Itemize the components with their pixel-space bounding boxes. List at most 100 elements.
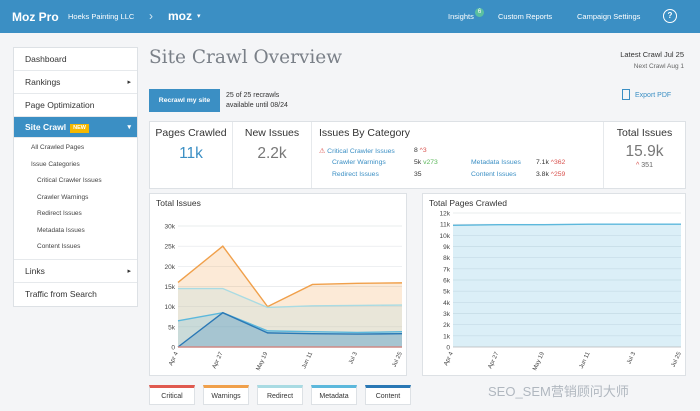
arrow-up-icon: ^: [636, 162, 640, 169]
nav-campaign-settings[interactable]: Campaign Settings: [577, 12, 641, 21]
sidebar-item-traffic-from-search[interactable]: Traffic from Search: [14, 283, 137, 306]
subitem-crawler-warnings[interactable]: Crawler Warnings: [37, 193, 89, 201]
subitem-redirect-issues[interactable]: Redirect Issues: [37, 210, 82, 217]
category-name: Crawler Warnings: [332, 159, 386, 166]
category-name: Metadata Issues: [471, 159, 521, 166]
sidebar-item-site-crawl[interactable]: Site Crawl NEW ▾: [14, 117, 137, 138]
x-tick-label: Apr 27: [487, 351, 500, 370]
sidebar-item-label: Dashboard: [25, 54, 67, 64]
campaign-selector[interactable]: moz: [168, 9, 192, 23]
subitem-all-crawled-pages[interactable]: All Crawled Pages: [31, 144, 85, 151]
recrawl-count: 25 of 25 recrawls: [226, 92, 280, 99]
subitem-content-issues[interactable]: Content Issues: [37, 243, 81, 250]
category-metadata[interactable]: Metadata Issues: [471, 159, 521, 166]
series-area: [178, 246, 402, 347]
help-icon[interactable]: ?: [663, 9, 677, 23]
category-change: 259: [553, 171, 566, 178]
category-metadata-value: 7.1k ^362: [536, 159, 565, 166]
series-line: [177, 311, 403, 348]
y-tick-label: 11k: [440, 222, 451, 229]
y-tick-label: 8k: [443, 255, 451, 262]
chart-total-issues: Total Issues 0 5k 10k 15k 20k 25k 30k Apr 4 Apr …: [149, 193, 407, 376]
category-change: 3: [422, 147, 427, 154]
legend-label: Content: [375, 393, 401, 400]
sidebar-item-rankings[interactable]: Rankings ▸: [14, 71, 137, 94]
chevron-down-icon: ▾: [127, 124, 131, 131]
x-tick-label: Apr 4: [443, 351, 455, 367]
recrawl-until: available until 08/24: [226, 102, 288, 109]
y-tick-label: 3k: [443, 311, 451, 318]
y-tick-label: 25k: [165, 244, 176, 251]
nav-insights[interactable]: Insights: [448, 12, 474, 21]
chevron-down-icon[interactable]: ▾: [197, 13, 201, 20]
arrow-up-icon: ^: [419, 147, 423, 154]
legend-label: Warnings: [211, 393, 241, 400]
category-heading: Issues By Category: [319, 127, 411, 139]
y-tick-label: 6k: [443, 278, 451, 285]
moz-pro-logo[interactable]: Moz Pro: [12, 10, 59, 24]
sidebar-item-page-optimization[interactable]: Page Optimization: [14, 94, 137, 117]
x-tick-label: Jul 25: [671, 351, 683, 369]
category-value: 5k: [414, 159, 422, 166]
series-area: [178, 312, 402, 347]
stat-pages-crawled[interactable]: Pages Crawled 11k: [150, 122, 233, 188]
stat-new-issues[interactable]: New Issues 2.2k: [233, 122, 312, 188]
stat-value: 2.2k: [257, 145, 287, 162]
next-crawl-date: Next Crawl Aug 1: [633, 63, 684, 70]
subitem-issue-categories[interactable]: Issue Categories: [31, 160, 80, 168]
sidebar: Dashboard Rankings ▸ Page Optimization Si…: [13, 47, 138, 307]
stat-label: Total Issues: [616, 127, 673, 139]
legend-critical[interactable]: Critical: [149, 385, 195, 405]
new-badge: NEW: [70, 124, 89, 133]
legend-label: Critical: [161, 393, 183, 400]
y-tick-label: 15k: [165, 284, 176, 291]
stat-value: 11k: [179, 145, 203, 162]
subitem-critical-crawler-issues[interactable]: Critical Crawler Issues: [37, 177, 102, 184]
stat-total-issues[interactable]: Total Issues 15.9k ^ 351: [604, 122, 685, 188]
x-tick-label: Apr 27: [212, 351, 225, 370]
legend-metadata[interactable]: Metadata: [311, 385, 357, 405]
legend-content[interactable]: Content: [365, 385, 411, 405]
series-area: [178, 312, 402, 347]
category-content[interactable]: Content Issues: [471, 171, 516, 178]
site-crawl-submenu: All Crawled Pages Issue Categories Criti…: [14, 138, 137, 260]
account-name[interactable]: Hoeks Painting LLC: [68, 12, 135, 21]
series-line: [177, 245, 403, 308]
category-change: 362: [553, 159, 566, 166]
insights-count-badge: 6: [475, 8, 484, 17]
x-tick-label: Apr 4: [168, 351, 180, 367]
y-tick-label: 10k: [440, 233, 451, 240]
legend-redirect[interactable]: Redirect: [257, 385, 303, 405]
recrawl-button[interactable]: Recrawl my site: [149, 89, 220, 112]
category-warnings-value: 5k v273: [414, 159, 438, 166]
export-pdf-link[interactable]: Export PDF: [622, 89, 671, 100]
subitem-metadata-issues[interactable]: Metadata Issues: [37, 226, 85, 234]
y-tick-label: 2k: [443, 322, 451, 329]
page-title: Site Crawl Overview: [149, 47, 343, 68]
sidebar-item-dashboard[interactable]: Dashboard: [14, 48, 137, 71]
legend-label: Redirect: [266, 393, 294, 400]
nav-custom-reports[interactable]: Custom Reports: [498, 12, 553, 21]
category-critical-value: 8 ^3: [414, 147, 427, 154]
total-issues-plot: 0 5k 10k 15k 20k 25k 30k Apr 4 Apr 27 May 19 Jun 1…: [165, 224, 405, 372]
y-tick-label: 9k: [443, 244, 451, 251]
chart-legend: Critical Warnings Redirect Metadata Cont…: [149, 385, 414, 405]
arrow-up-icon: ^: [550, 159, 554, 166]
category-warnings[interactable]: Crawler Warnings: [332, 159, 386, 166]
category-name: Redirect Issues: [332, 171, 379, 178]
category-name: Critical Crawler Issues: [327, 148, 395, 155]
x-tick-label: Jul 3: [348, 351, 359, 366]
sidebar-item-links[interactable]: Links ▸: [14, 260, 137, 283]
y-tick-label: 5k: [443, 289, 451, 296]
stat-change: ^ 351: [604, 162, 685, 169]
stat-change-value: 351: [641, 162, 653, 169]
stat-label: Pages Crawled: [155, 127, 227, 139]
category-redirect-value: 35: [414, 171, 422, 178]
document-icon: [622, 89, 630, 100]
legend-warnings[interactable]: Warnings: [203, 385, 249, 405]
latest-crawl-date: Latest Crawl Jul 25: [620, 50, 684, 59]
chart-total-pages-crawled: Total Pages Crawled 0 1k 2k 3k 4k 5k 6k 7k 8k 9k 1…: [422, 193, 686, 376]
x-tick-label: May 19: [532, 351, 546, 372]
category-redirect[interactable]: Redirect Issues: [332, 171, 379, 178]
category-critical[interactable]: ⚠ Critical Crawler Issues: [319, 147, 395, 155]
